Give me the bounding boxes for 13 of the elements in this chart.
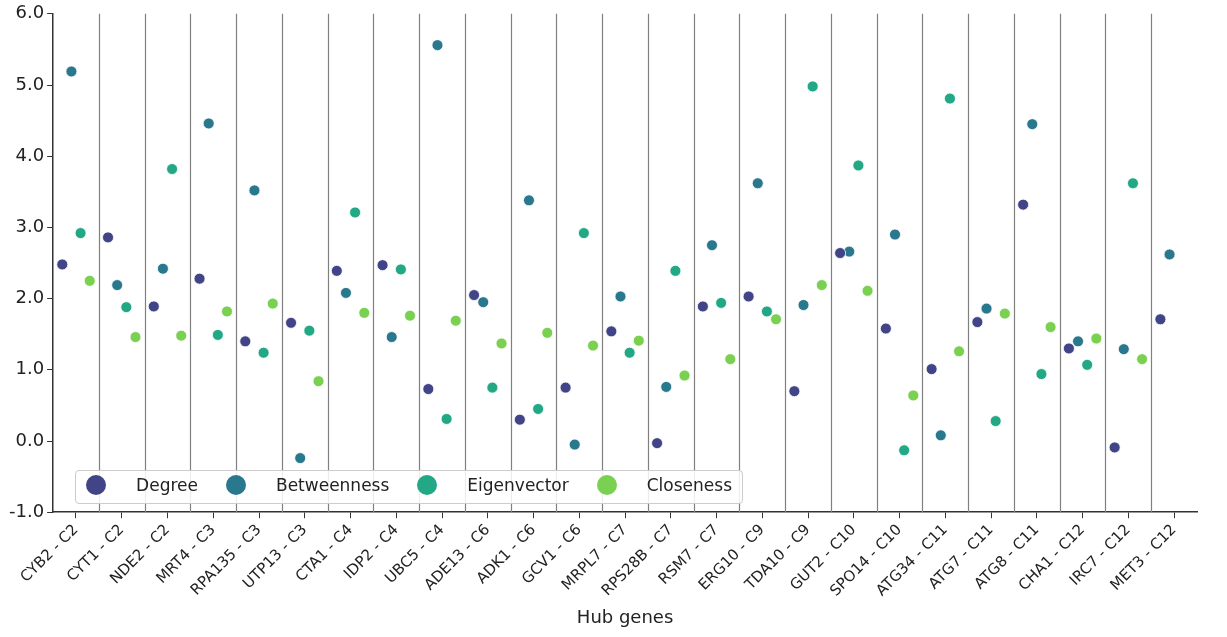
y-tick-label: -1.0: [9, 499, 45, 521]
legend-label: Closeness: [646, 475, 733, 496]
y-tick-label: 3.0: [15, 215, 45, 237]
x-axis-title: Hub genes: [576, 605, 674, 627]
y-tick-label: 6.0: [15, 1, 45, 23]
y-tick-label: 1.0: [15, 357, 45, 379]
y-tick-label: 0.0: [15, 428, 45, 450]
y-tick-label: 4.0: [15, 143, 45, 165]
legend-label: Betweenness: [275, 475, 390, 496]
y-tick-label: 5.0: [15, 72, 45, 94]
legend-label: Degree: [136, 475, 198, 496]
y-tick-label: 2.0: [15, 286, 45, 308]
legend-label: Eigenvector: [467, 475, 569, 496]
